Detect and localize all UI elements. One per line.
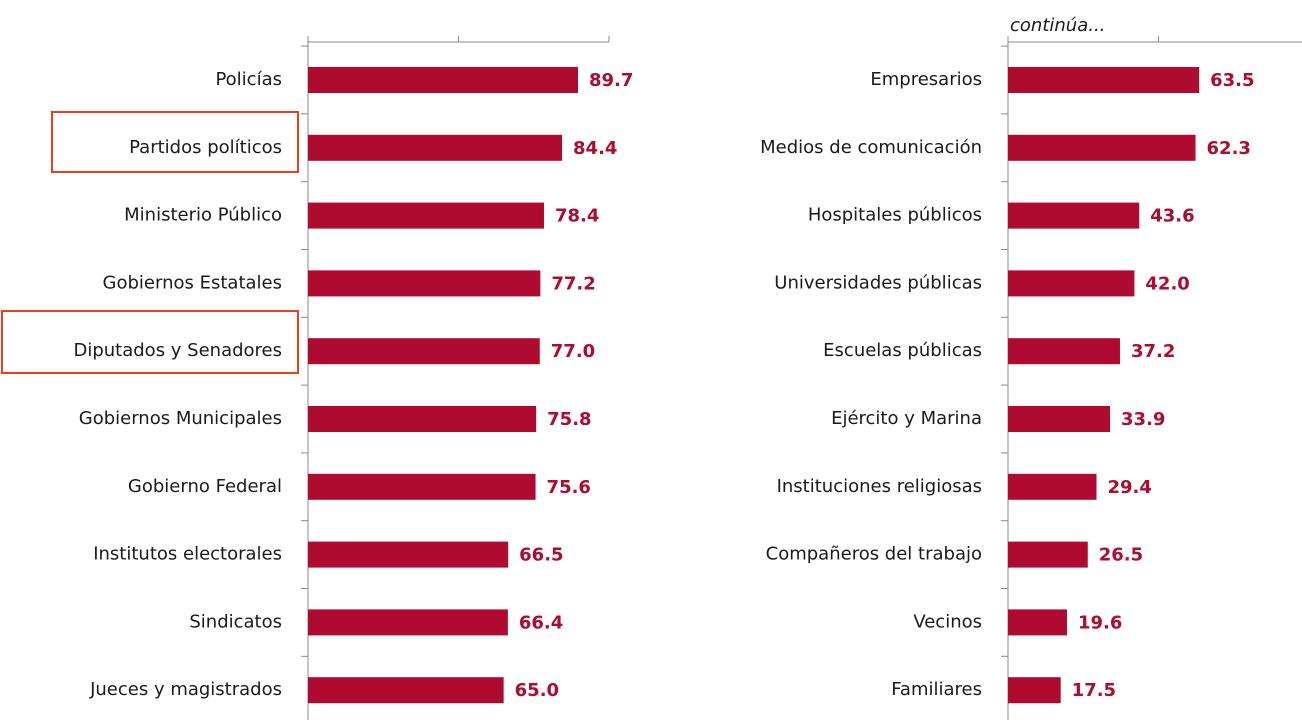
category-label: Vecinos <box>913 611 982 632</box>
category-label: Diputados y Senadores <box>73 340 282 361</box>
category-label: Institutos electorales <box>93 544 282 565</box>
value-label: 26.5 <box>1099 545 1143 566</box>
category-label: Empresarios <box>870 69 982 90</box>
bar <box>308 67 578 93</box>
value-label: 17.5 <box>1072 680 1116 701</box>
bar <box>308 406 537 432</box>
bar <box>1008 609 1067 636</box>
value-label: 75.8 <box>547 409 591 430</box>
category-label: Policías <box>215 69 282 90</box>
value-label: 19.6 <box>1078 612 1122 633</box>
category-label: Partidos políticos <box>129 137 282 158</box>
bar <box>1008 134 1196 161</box>
bar <box>1008 67 1200 93</box>
bar <box>308 609 508 636</box>
value-label: 33.9 <box>1121 409 1165 430</box>
value-label: 75.6 <box>547 477 591 498</box>
bar <box>308 270 541 297</box>
value-label: 66.4 <box>519 612 563 633</box>
value-label: 37.2 <box>1131 341 1175 362</box>
value-label: 84.4 <box>573 138 617 159</box>
value-label: 29.4 <box>1107 477 1151 498</box>
bar <box>308 202 544 229</box>
bar <box>1008 406 1111 432</box>
category-label: Sindicatos <box>189 611 282 632</box>
bar <box>1008 473 1097 500</box>
value-label: 62.3 <box>1207 138 1251 159</box>
bar <box>1008 202 1140 229</box>
bar <box>308 134 563 161</box>
bar <box>1008 270 1135 297</box>
value-label: 77.2 <box>551 273 595 294</box>
value-label: 65.0 <box>515 680 559 701</box>
bar <box>308 473 536 500</box>
bar <box>308 338 540 365</box>
value-label: 77.0 <box>551 341 595 362</box>
category-label: Gobiernos Municipales <box>79 408 282 429</box>
highlight-box <box>1 310 299 374</box>
category-label: Instituciones religiosas <box>777 476 982 497</box>
bar <box>1008 677 1061 704</box>
category-label: Hospitales públicos <box>808 205 982 226</box>
bar <box>308 541 509 568</box>
value-label: 78.4 <box>555 206 599 227</box>
category-label: Ministerio Público <box>124 205 282 226</box>
bar <box>1008 541 1088 568</box>
value-label: 43.6 <box>1150 206 1194 227</box>
value-label: 42.0 <box>1145 273 1189 294</box>
category-label: Ejército y Marina <box>831 408 982 429</box>
bar <box>1008 338 1120 365</box>
category-label: Familiares <box>891 679 982 700</box>
annotation: continúa... <box>1010 15 1105 36</box>
bar <box>308 677 504 704</box>
category-label: Universidades públicas <box>774 272 982 293</box>
category-label: Gobierno Federal <box>128 476 282 497</box>
category-label: Medios de comunicación <box>760 137 982 158</box>
value-label: 89.7 <box>589 70 633 91</box>
category-label: Gobiernos Estatales <box>103 272 282 293</box>
value-label: 63.5 <box>1210 70 1254 91</box>
category-label: Compañeros del trabajo <box>766 544 982 565</box>
highlight-box <box>51 111 299 173</box>
value-label: 66.5 <box>519 545 563 566</box>
category-label: Escuelas públicas <box>823 340 982 361</box>
category-label: Jueces y magistrados <box>89 679 282 700</box>
